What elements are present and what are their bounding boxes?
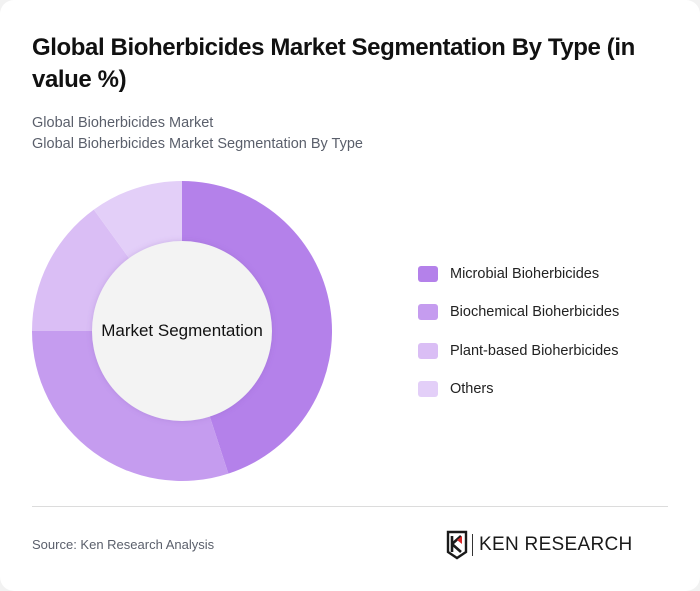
donut-center-label: Market Segmentation	[101, 321, 263, 340]
logo-separator	[472, 534, 473, 556]
legend-swatch-others	[418, 380, 438, 397]
legend-item-biochemical[interactable]: Biochemical Bioherbicides	[418, 302, 619, 322]
donut-hole	[92, 241, 272, 421]
legend-item-others[interactable]: Others	[418, 379, 619, 399]
ken-research-shield-icon	[446, 530, 468, 560]
legend-item-microbial[interactable]: Microbial Bioherbicides	[418, 264, 619, 284]
donut-chart	[32, 181, 333, 481]
legend-swatch-biochemical	[418, 304, 438, 321]
legend-label: Plant-based Bioherbicides	[450, 342, 619, 359]
subtitle-segmentation: Global Bioherbicides Market Segmentation…	[32, 136, 363, 152]
legend-label: Biochemical Bioherbicides	[450, 304, 620, 321]
ken-research-logo: KEN RESEARCH	[446, 530, 633, 560]
logo-text: KEN RESEARCH	[479, 534, 633, 555]
footer-divider	[32, 506, 668, 507]
page-title: Global Bioherbicides Market Segmentation…	[32, 34, 635, 93]
legend: Microbial Bioherbicides Biochemical Bioh…	[418, 264, 619, 417]
legend-swatch-microbial	[418, 266, 438, 282]
legend-item-plant-based[interactable]: Plant-based Bioherbicides	[418, 341, 619, 361]
legend-label: Others	[450, 380, 494, 397]
subtitle-market: Global Bioherbicides Market	[32, 115, 214, 131]
legend-swatch-plant-based	[418, 342, 438, 359]
legend-label: Microbial Bioherbicides	[450, 266, 600, 282]
subtitle: Global Bioherbicides Market Global Biohe…	[32, 113, 363, 155]
source-note: Source: Ken Research Analysis	[32, 537, 215, 552]
